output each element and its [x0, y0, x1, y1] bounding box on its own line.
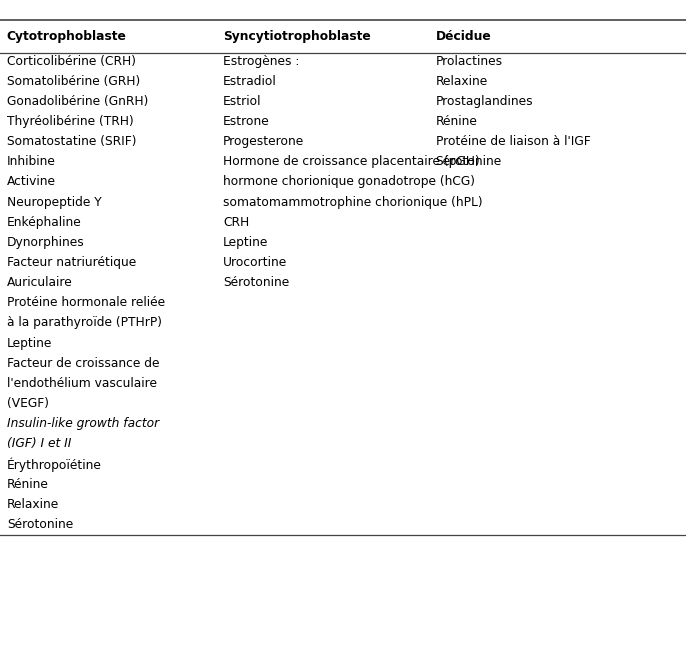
Text: Érythropoïétine: Érythropoïétine: [7, 458, 102, 472]
Text: Rénine: Rénine: [7, 478, 49, 491]
Text: Dynorphines: Dynorphines: [7, 236, 84, 249]
Text: (VEGF): (VEGF): [7, 397, 49, 410]
Text: Estradiol: Estradiol: [223, 75, 276, 88]
Text: Leptine: Leptine: [223, 236, 268, 249]
Text: Relaxine: Relaxine: [7, 498, 59, 511]
Text: Gonadolibérine (GnRH): Gonadolibérine (GnRH): [7, 95, 148, 108]
Text: Somatostatine (SRIF): Somatostatine (SRIF): [7, 135, 137, 148]
Text: Protéine hormonale reliée: Protéine hormonale reliée: [7, 296, 165, 309]
Text: à la parathyroïde (PTHrP): à la parathyroïde (PTHrP): [7, 316, 162, 330]
Text: Rénine: Rénine: [436, 115, 477, 128]
Text: l'endothélium vasculaire: l'endothélium vasculaire: [7, 377, 157, 390]
Text: Activine: Activine: [7, 175, 56, 188]
Text: Hormone de croissance placentaire (pGH): Hormone de croissance placentaire (pGH): [223, 155, 480, 168]
Text: Prolactines: Prolactines: [436, 55, 503, 68]
Text: Décidue: Décidue: [436, 30, 491, 43]
Text: Facteur de croissance de: Facteur de croissance de: [7, 357, 159, 370]
Text: Thyréolibérine (TRH): Thyréolibérine (TRH): [7, 115, 134, 128]
Text: Cytotrophoblaste: Cytotrophoblaste: [7, 30, 127, 43]
Text: Auriculaire: Auriculaire: [7, 276, 73, 289]
Text: Sérotonine: Sérotonine: [223, 276, 289, 289]
Text: Estrone: Estrone: [223, 115, 270, 128]
Text: Urocortine: Urocortine: [223, 256, 287, 269]
Text: Syncytiotrophoblaste: Syncytiotrophoblaste: [223, 30, 370, 43]
Text: Neuropeptide Y: Neuropeptide Y: [7, 196, 102, 208]
Text: Progesterone: Progesterone: [223, 135, 304, 148]
Text: Insulin-like growth factor: Insulin-like growth factor: [7, 417, 159, 430]
Text: Corticolibérine (CRH): Corticolibérine (CRH): [7, 55, 136, 68]
Text: Estriol: Estriol: [223, 95, 261, 108]
Text: Estrogènes :: Estrogènes :: [223, 55, 299, 68]
Text: Facteur natriurétique: Facteur natriurétique: [7, 256, 136, 269]
Text: CRH: CRH: [223, 216, 249, 228]
Text: Enképhaline: Enképhaline: [7, 216, 82, 228]
Text: (IGF) I et II: (IGF) I et II: [7, 438, 71, 450]
Text: Prostaglandines: Prostaglandines: [436, 95, 533, 108]
Text: hormone chorionique gonadotrope (hCG): hormone chorionique gonadotrope (hCG): [223, 175, 475, 188]
Text: Protéine de liaison à l'IGF: Protéine de liaison à l'IGF: [436, 135, 591, 148]
Text: Somatolibérine (GRH): Somatolibérine (GRH): [7, 75, 140, 88]
Text: Leptine: Leptine: [7, 336, 52, 350]
Text: Inhibine: Inhibine: [7, 155, 56, 168]
Text: Relaxine: Relaxine: [436, 75, 488, 88]
Text: Sérotonine: Sérotonine: [436, 155, 502, 168]
Text: somatomammotrophine chorionique (hPL): somatomammotrophine chorionique (hPL): [223, 196, 482, 208]
Text: Sérotonine: Sérotonine: [7, 517, 73, 531]
